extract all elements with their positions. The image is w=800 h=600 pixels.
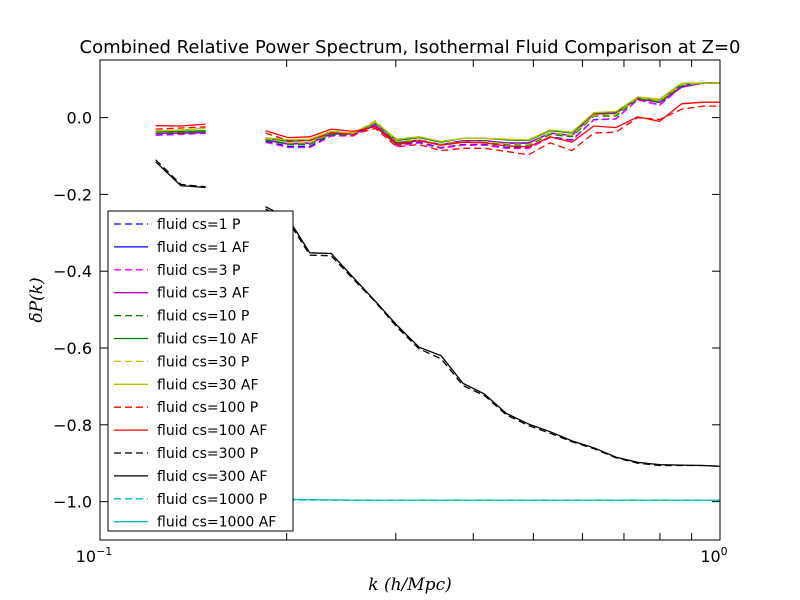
legend-label: fluid cs=1000 P xyxy=(157,492,267,508)
plot-frame xyxy=(99,59,721,541)
y-tick-label: −1.0 xyxy=(53,493,92,512)
y-tick-label: 0.0 xyxy=(67,109,92,128)
y-tick-label: −0.4 xyxy=(53,262,92,281)
legend-box xyxy=(107,210,294,532)
series-line-fluid-cs-3-p xyxy=(155,82,720,150)
legend-label: fluid cs=100 AF xyxy=(157,423,267,439)
legend-label: fluid cs=3 AF xyxy=(157,286,250,302)
legend-label: fluid cs=30 P xyxy=(157,354,249,370)
legend-label: fluid cs=3 P xyxy=(157,263,240,279)
legend-label: fluid cs=10 P xyxy=(157,309,249,325)
legend-label: fluid cs=300 P xyxy=(157,446,258,462)
series-line-fluid-cs-100-af xyxy=(155,101,720,148)
legend-label: fluid cs=100 P xyxy=(157,400,258,416)
series-line-fluid-cs-300-p xyxy=(155,159,721,467)
legend-label: fluid cs=30 AF xyxy=(157,377,259,393)
series-line-fluid-cs-300-af xyxy=(155,161,721,467)
y-axis-label-text: δP(k) xyxy=(27,277,47,322)
legend-label: fluid cs=1000 AF xyxy=(157,515,276,531)
legend-label: fluid cs=1 AF xyxy=(157,240,250,256)
legend-label: fluid cs=10 AF xyxy=(157,332,259,348)
series-line-fluid-cs-10-p xyxy=(155,82,720,146)
y-axis-label: δP(k) xyxy=(27,277,47,322)
x-axis-label-text: k (h/Mpc) xyxy=(368,575,451,595)
x-tick-label: 100 xyxy=(700,545,727,566)
legend-label: fluid cs=300 AF xyxy=(157,469,267,485)
y-tick-label: −0.2 xyxy=(53,185,92,204)
legend: fluid cs=1 P fluid cs=1 AF fluid cs=3 P flu… xyxy=(107,210,294,532)
y-tick-label: −0.8 xyxy=(53,416,92,435)
x-tick-label: 10−1 xyxy=(76,545,113,566)
chart-title: Combined Relative Power Spectrum, Isothe… xyxy=(80,37,741,58)
legend-label: fluid cs=1 P xyxy=(157,217,240,233)
series-line-fluid-cs-30-af xyxy=(155,82,720,143)
x-axis-label: k (h/Mpc) xyxy=(368,575,451,595)
ticks-layer: 0.0 −0.2 −0.4 −0.6 −0.8 −1.0 10−1 100 xyxy=(53,60,728,566)
y-tick-label: −0.6 xyxy=(53,339,92,358)
